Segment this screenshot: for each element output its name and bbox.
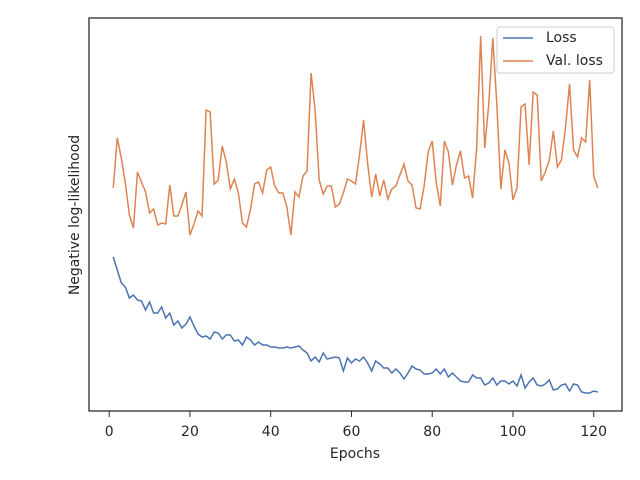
x-axis-label: Epochs xyxy=(330,446,380,462)
x-tick-label: 0 xyxy=(105,424,114,440)
line-series xyxy=(112,256,598,394)
legend-label: Val. loss xyxy=(546,53,603,69)
x-tick-label: 60 xyxy=(343,424,361,440)
x-tick-label: 40 xyxy=(262,424,280,440)
x-tick-label: 100 xyxy=(500,424,527,440)
legend-label: Loss xyxy=(546,30,577,46)
plot-frame xyxy=(88,17,623,412)
line-series xyxy=(112,35,599,236)
x-tick-label: 120 xyxy=(580,424,607,440)
x-tick-label: 80 xyxy=(423,424,441,440)
y-axis-label: Negative log-likelihood xyxy=(67,135,83,295)
x-tick-label: 20 xyxy=(181,424,199,440)
